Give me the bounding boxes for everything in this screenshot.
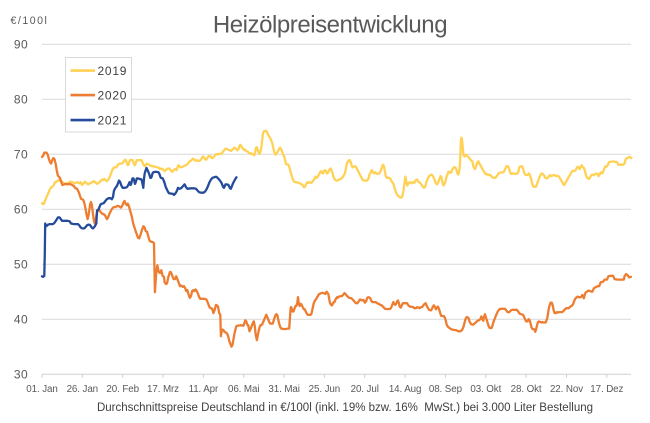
svg-text:80: 80 bbox=[14, 92, 28, 106]
svg-text:20. Feb: 20. Feb bbox=[106, 384, 139, 395]
svg-text:20. Jul: 20. Jul bbox=[351, 384, 379, 395]
svg-text:2020: 2020 bbox=[98, 88, 128, 102]
svg-text:22. Nov: 22. Nov bbox=[550, 384, 583, 395]
svg-text:40: 40 bbox=[14, 312, 28, 326]
svg-text:28. Okt: 28. Okt bbox=[511, 384, 542, 395]
svg-text:Heizölpreisentwicklung: Heizölpreisentwicklung bbox=[213, 11, 447, 38]
svg-text:70: 70 bbox=[14, 147, 28, 161]
svg-text:03. Okt: 03. Okt bbox=[470, 384, 501, 395]
svg-text:11. Apr: 11. Apr bbox=[189, 384, 219, 395]
svg-text:2019: 2019 bbox=[98, 64, 128, 78]
svg-text:26. Jan: 26. Jan bbox=[67, 384, 98, 395]
svg-text:14. Aug: 14. Aug bbox=[389, 384, 422, 395]
svg-text:31. Mai: 31. Mai bbox=[268, 384, 299, 395]
svg-text:30: 30 bbox=[14, 367, 28, 381]
svg-text:08. Sep: 08. Sep bbox=[429, 384, 463, 395]
svg-text:01. Jan: 01. Jan bbox=[26, 384, 57, 395]
svg-text:25. Jun: 25. Jun bbox=[309, 384, 340, 395]
svg-text:2021: 2021 bbox=[98, 113, 128, 127]
svg-text:90: 90 bbox=[14, 37, 28, 51]
svg-text:17. Dez: 17. Dez bbox=[590, 384, 623, 395]
svg-text:50: 50 bbox=[14, 257, 28, 271]
svg-text:06. Mai: 06. Mai bbox=[228, 384, 259, 395]
svg-text:Durchschnittspreise Deutschlan: Durchschnittspreise Deutschland in €/100… bbox=[97, 402, 593, 414]
svg-text:€/100l: €/100l bbox=[11, 15, 49, 27]
svg-text:17. Mrz: 17. Mrz bbox=[147, 384, 179, 395]
svg-text:60: 60 bbox=[14, 202, 28, 216]
